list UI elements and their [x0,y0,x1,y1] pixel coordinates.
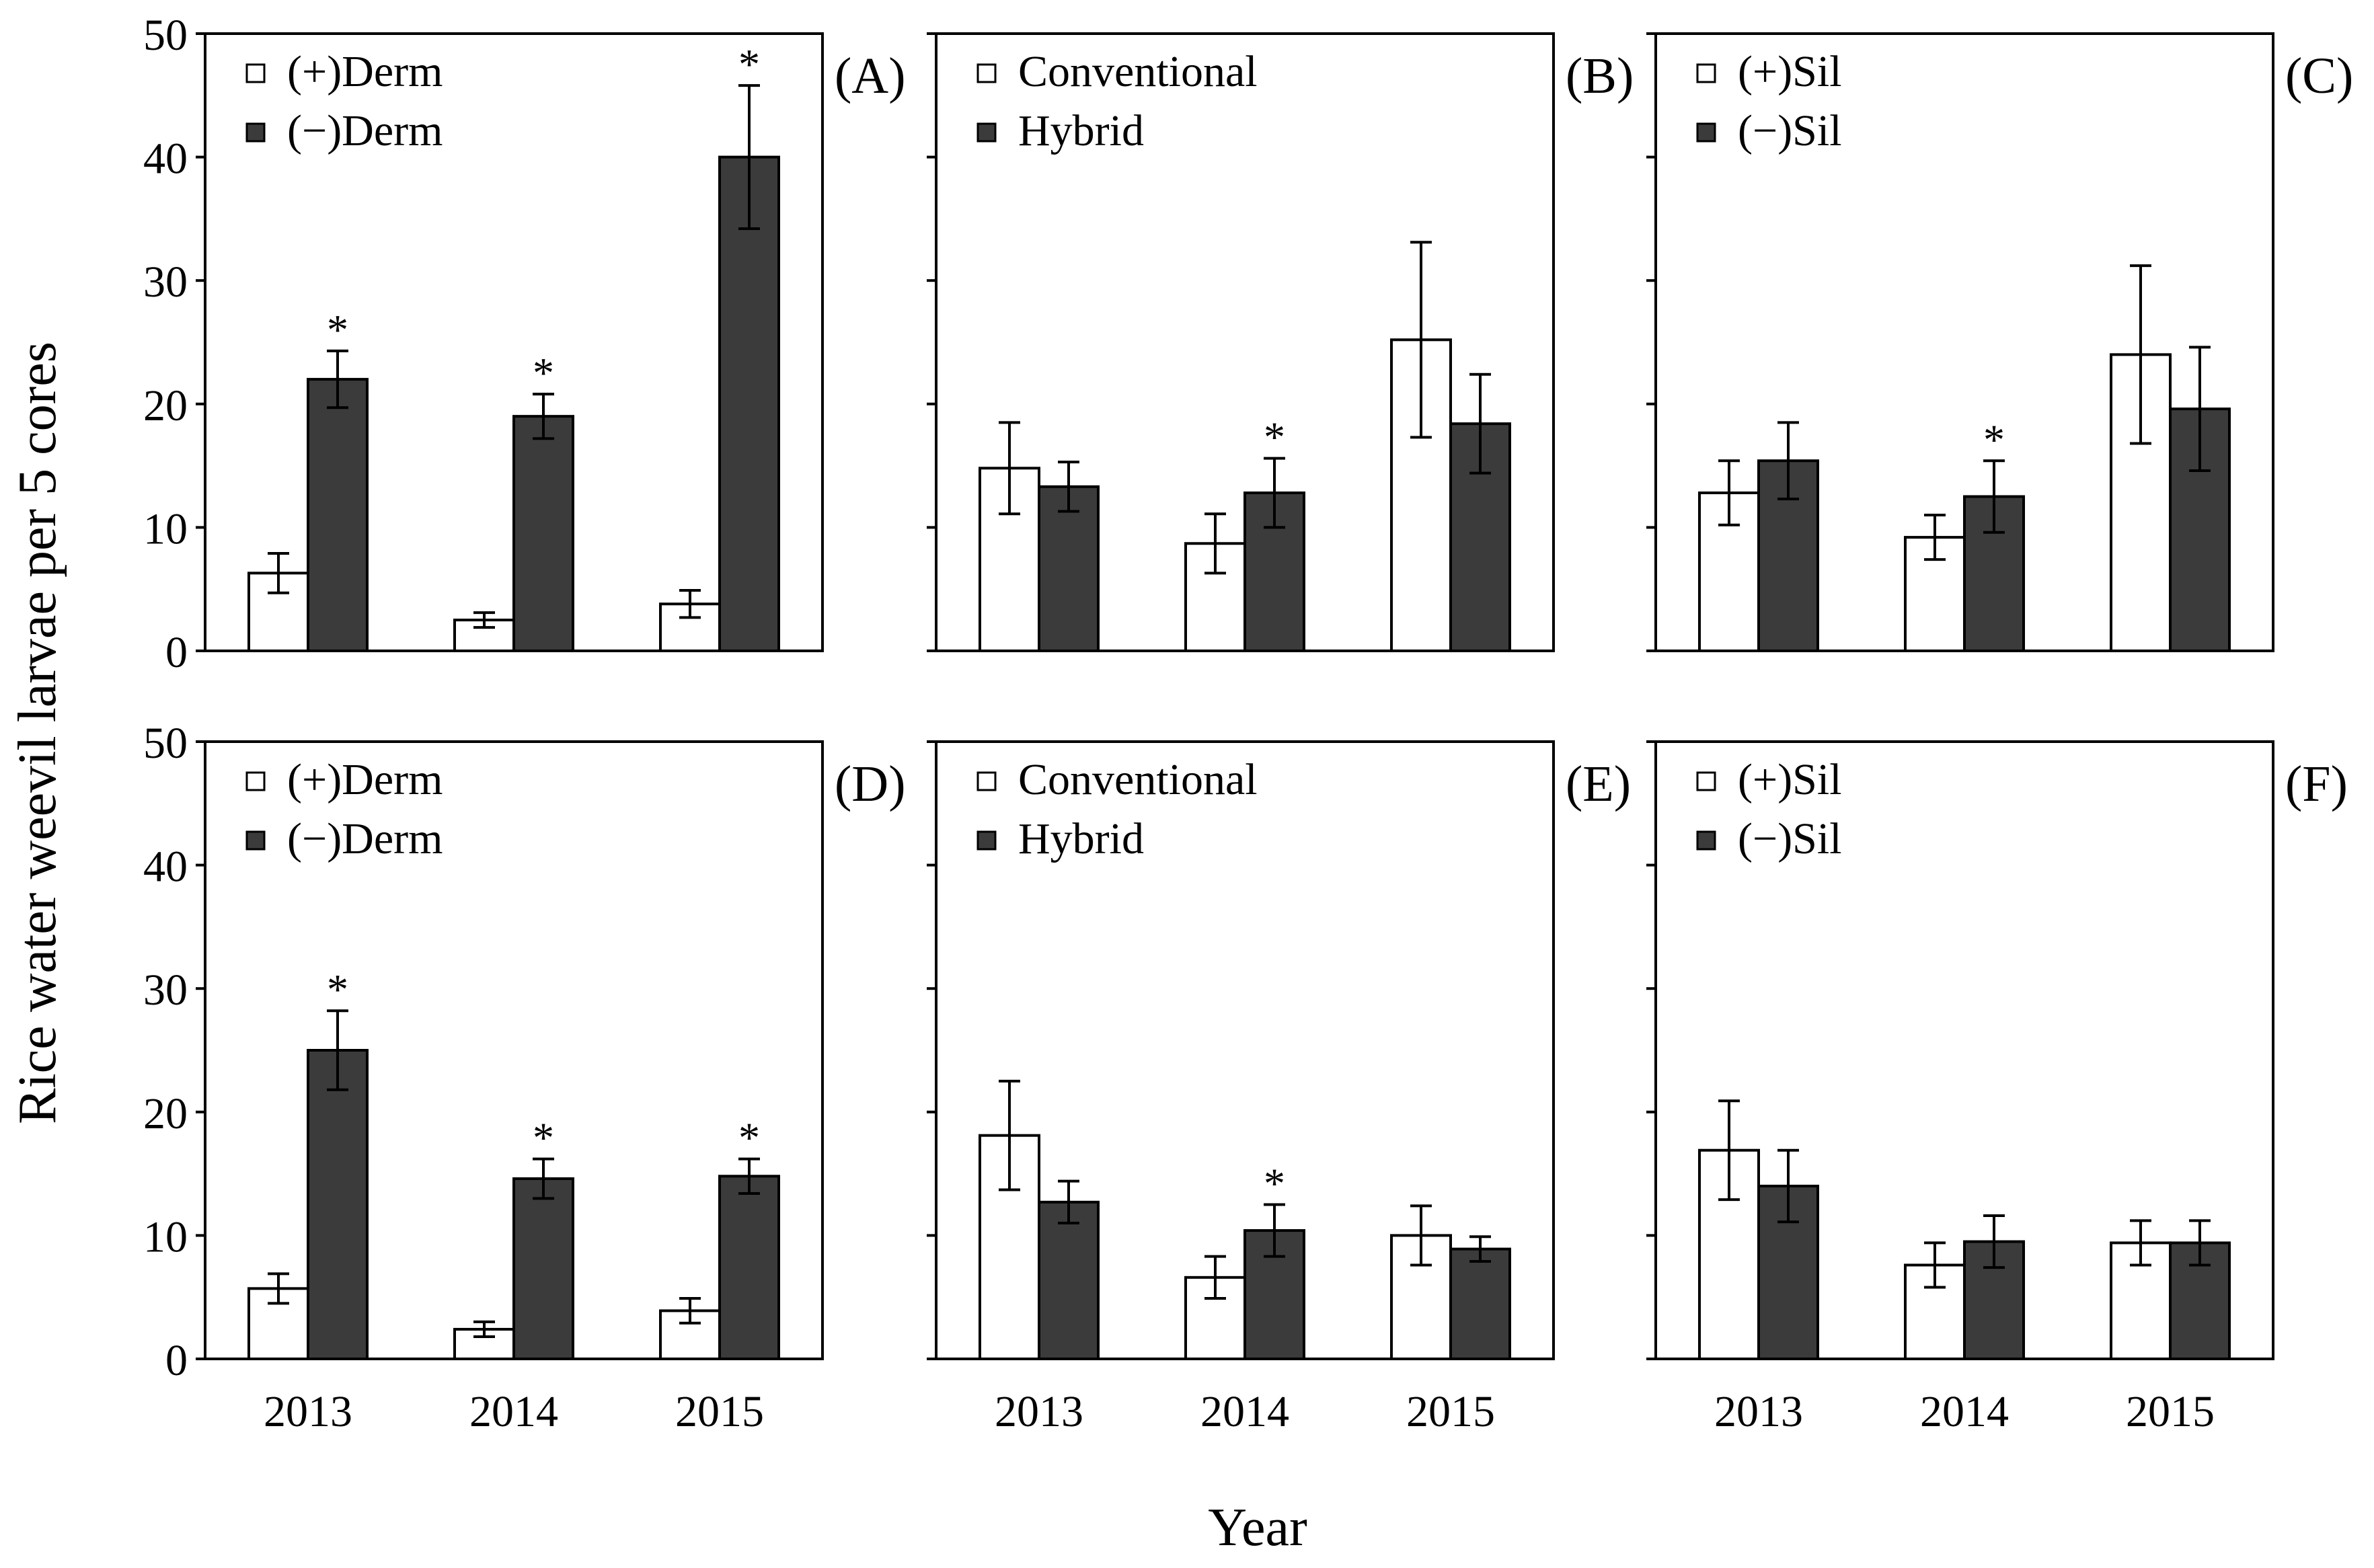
y-tick-label: 20 [143,1089,188,1138]
significance-star: * [327,966,348,1013]
panel-f: 2013 2014 2015 (+)Sil (−)Sil (F) [1646,740,2348,1436]
x-tick-label: 2015 [2126,1387,2215,1436]
bar-derm-2014 [512,1177,574,1360]
bar-derm-2013 [307,1049,369,1360]
y-axis-label: Rice water weevil larvae per 5 cores [8,342,67,1124]
panel-c: * (+)Sil (−)Sil (C) [1646,32,2353,653]
panels: 0 10 20 30 40 50 * * * (+)Derm (−)Derm (A) * Conventi… [143,11,2353,1436]
x-tick-label: 2013 [264,1387,352,1436]
y-tick-label: 0 [165,628,188,677]
bar-derm-2015 [718,155,780,653]
legend-label: (+)Sil [1738,755,1842,804]
significance-star: * [738,1114,760,1162]
x-tick-label: 2015 [1406,1387,1495,1436]
bar-derm-2014 [512,415,574,652]
panel-e: 2013 2014 * 2015 Conventional Hybrid (E) [927,740,1631,1436]
legend-swatch [977,771,997,791]
y-tick-label: 30 [143,966,188,1015]
legend-swatch [1696,63,1716,83]
legend-swatch [245,122,266,143]
legend-label: Conventional [1018,47,1258,96]
bar-hybrid-2015 [1449,1247,1511,1360]
legend-swatch [977,122,997,143]
x-tick-label: 2015 [675,1387,764,1436]
bar-derm-2013 [307,378,369,653]
legend-swatch [977,830,997,851]
legend-label: (+)Sil [1738,47,1842,96]
bar-derm-2015 [718,1175,780,1360]
legend-label: Conventional [1018,755,1258,804]
legend-swatch [245,771,266,791]
y-tick-label: 30 [143,258,188,307]
x-tick-label: 2014 [1200,1387,1289,1436]
y-tick-label: 20 [143,381,188,430]
bar-hybrid-2013 [1038,1200,1100,1360]
panel-label: (D) [835,756,906,812]
legend-swatch [1696,771,1716,791]
legend-swatch [1696,122,1716,143]
y-tick-label: 40 [143,134,188,184]
panel-a: 0 10 20 30 40 50 * * * (+)Derm (−)Derm (A) [143,11,906,677]
y-tick-label: 10 [143,1212,188,1261]
panel-label: (C) [2285,48,2353,104]
panel-label: (F) [2285,756,2348,812]
legend-label: (−)Sil [1738,814,1842,863]
x-tick-label: 2013 [995,1387,1083,1436]
panel-label: (B) [1566,48,1634,104]
legend-swatch [245,830,266,851]
legend-swatch [1696,830,1716,851]
panel-b: * Conventional Hybrid (B) [927,32,1634,653]
legend-label: Hybrid [1018,106,1144,155]
y-tick-label: 50 [143,719,188,768]
legend-label: (−)Derm [287,106,443,155]
y-tick-label: 0 [165,1336,188,1385]
significance-star: * [533,1114,554,1162]
significance-star: * [533,349,554,397]
legend-label: (+)Derm [287,47,443,96]
x-tick-label: 2014 [1920,1387,2009,1436]
significance-star: * [327,306,348,354]
legend-label: (+)Derm [287,755,443,804]
significance-star: * [738,40,760,88]
x-axis-label: Year [1208,1498,1307,1557]
panel-d: 0 10 20 30 40 50 2013 * 2014 * 2015 * (+)Derm (−)Derm… [143,719,906,1436]
legend-label: (−)Derm [287,814,443,863]
bar-hybrid-2013 [1038,485,1100,653]
legend-label: (−)Sil [1738,106,1842,155]
y-tick-label: 50 [143,11,188,60]
significance-star: * [1264,414,1285,461]
panel-label: (E) [1566,756,1631,812]
x-tick-label: 2014 [469,1387,558,1436]
legend-swatch [245,63,266,83]
significance-star: * [1983,416,2005,463]
y-tick-label: 40 [143,842,188,892]
x-tick-label: 2013 [1714,1387,1803,1436]
legend-swatch [977,63,997,83]
y-tick-label: 10 [143,504,188,553]
panel-label: (A) [835,48,906,104]
significance-star: * [1264,1160,1285,1208]
legend-label: Hybrid [1018,814,1144,863]
